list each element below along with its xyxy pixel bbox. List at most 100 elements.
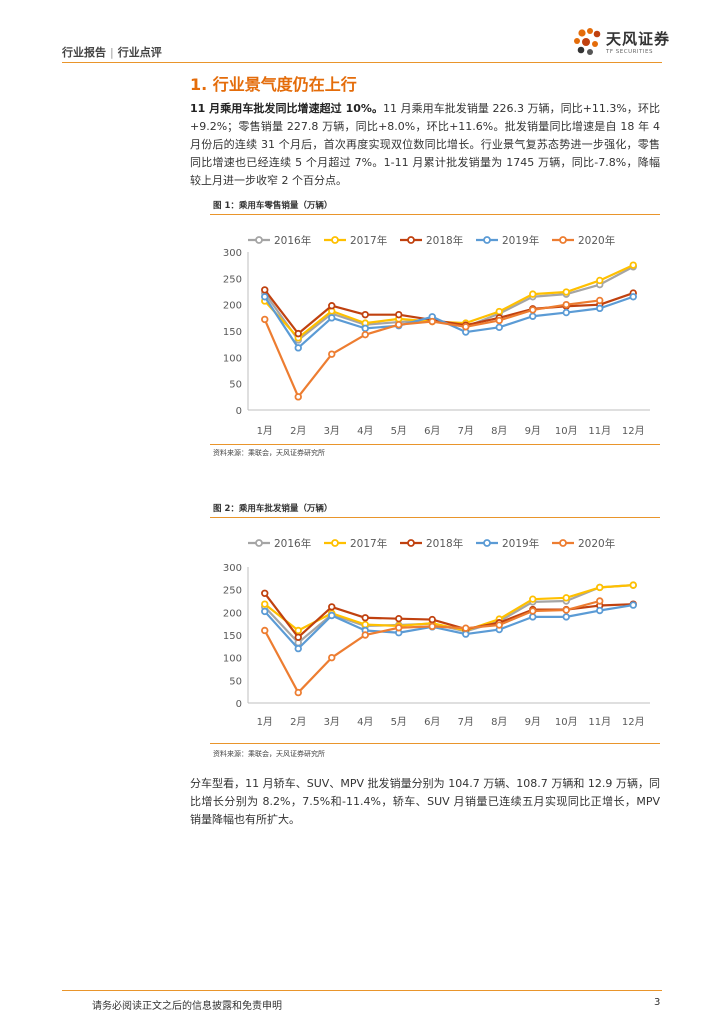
legend-label: 2020年 [578, 234, 615, 247]
x-tick-label: 5月 [391, 716, 407, 728]
legend-label: 2017年 [350, 234, 387, 247]
data-point [562, 308, 570, 317]
legend-item-2017年: 2017年 [324, 234, 387, 247]
wholesale-sales-chart: 2016年 2017年 2018年 2019年 2020年 0 50 100 150 200 250… [223, 537, 650, 728]
data-point [361, 324, 369, 333]
data-point [629, 581, 637, 589]
y-tick-label: 250 [223, 586, 242, 597]
legend-marker [483, 539, 491, 547]
tf-logo-icon [574, 28, 601, 55]
data-point [596, 304, 604, 313]
legend-label: 2018年 [426, 234, 463, 247]
data-point [294, 344, 302, 352]
data-point [361, 330, 369, 339]
data-point [328, 611, 336, 620]
series-line [263, 603, 634, 650]
legend-item-2016年: 2016年 [248, 234, 311, 247]
x-tick-label: 2月 [290, 425, 306, 437]
data-point [294, 633, 302, 641]
x-tick-label: 9月 [525, 425, 541, 437]
data-point [462, 630, 470, 638]
retail-sales-chart: 2016年 2017年 2018年 2019年 2020年 0 50 100 150 200 250… [223, 234, 650, 437]
data-point [328, 653, 336, 662]
category-label: 行业报告 [62, 46, 106, 59]
header-divider [62, 62, 662, 63]
data-point [562, 300, 570, 309]
legend-item-2016年: 2016年 [248, 537, 311, 550]
y-tick-label: 0 [236, 406, 242, 417]
paragraph-body: 11 月乘用车批发销量 226.3 万辆，同比+11.3%，环比+9.2%；零售… [190, 102, 661, 187]
data-point [529, 595, 537, 603]
paragraph-segment: 分车型看，11 月轿车、SUV、MPV 批发销量分别为 104.7 万辆、108… [190, 775, 660, 829]
data-point [495, 621, 503, 629]
legend-label: 2019年 [502, 234, 539, 247]
x-tick-label: 7月 [458, 716, 474, 728]
data-point [261, 626, 269, 635]
data-point [529, 613, 537, 621]
data-point [428, 317, 436, 326]
data-point [629, 601, 637, 609]
data-point [294, 329, 302, 338]
x-tick-label: 10月 [555, 716, 578, 728]
x-tick-label: 2月 [290, 716, 306, 728]
legend-item-2020年: 2020年 [552, 537, 615, 550]
paragraph-lead: 11 月乘用车批发同比增速超过 10%。 [190, 102, 384, 115]
legend-label: 2016年 [274, 234, 311, 247]
report-category: 行业报告 | 行业点评 [62, 44, 162, 60]
figure2-bottom-divider [210, 743, 660, 744]
data-point [395, 310, 403, 319]
y-tick-label: 200 [223, 301, 242, 312]
x-tick-label: 6月 [424, 425, 440, 437]
data-point [596, 606, 604, 615]
series-line [263, 289, 634, 335]
data-point [328, 603, 336, 611]
y-tick-label: 300 [223, 248, 242, 259]
data-point [495, 307, 503, 316]
data-point [261, 293, 269, 301]
data-point [529, 290, 537, 298]
data-point [328, 350, 336, 358]
data-point [462, 323, 470, 331]
data-point [261, 600, 269, 608]
data-point [629, 293, 637, 301]
data-point [328, 302, 336, 310]
x-tick-label: 7月 [458, 425, 474, 437]
data-point [261, 607, 269, 616]
series-2020年 [261, 597, 604, 697]
data-point [261, 589, 269, 597]
data-point [462, 624, 470, 632]
data-point [361, 631, 369, 639]
data-point [395, 614, 403, 623]
x-tick-label: 3月 [324, 716, 340, 728]
figure2-title: 图 2：乘用车批发销量（万辆） [213, 504, 333, 514]
y-tick-label: 50 [229, 676, 242, 687]
legend-marker [559, 236, 567, 244]
legend-label: 2020年 [578, 537, 615, 550]
data-point [261, 286, 269, 294]
data-point [562, 288, 570, 296]
legend-item-2018年: 2018年 [400, 537, 463, 550]
footer-disclaimer: 请务必阅读正文之后的信息披露和免责申明 [92, 1001, 282, 1012]
logo-text-cn: 天风证券 [606, 30, 671, 48]
legend-marker [559, 539, 567, 547]
x-tick-label: 5月 [391, 425, 407, 437]
legend-item-2017年: 2017年 [324, 537, 387, 550]
x-tick-label: 12月 [622, 716, 645, 728]
legend-marker [407, 236, 415, 244]
data-point [562, 606, 570, 614]
data-point [261, 315, 269, 324]
data-point [529, 312, 537, 320]
data-point [529, 306, 537, 314]
data-point [495, 316, 503, 325]
legend-item-2019年: 2019年 [476, 234, 539, 247]
data-point [562, 594, 570, 602]
y-tick-label: 0 [236, 699, 242, 710]
legend-item-2018年: 2018年 [400, 234, 463, 247]
figure1-source: 资料来源：乘联会，天风证券研究所 [213, 449, 325, 457]
logo-text-en: TF SECURITIES [606, 49, 653, 55]
legend-marker [331, 539, 339, 547]
data-point [629, 261, 637, 269]
y-tick-label: 300 [223, 563, 242, 574]
x-tick-label: 4月 [357, 425, 373, 437]
legend-item-2019年: 2019年 [476, 537, 539, 550]
